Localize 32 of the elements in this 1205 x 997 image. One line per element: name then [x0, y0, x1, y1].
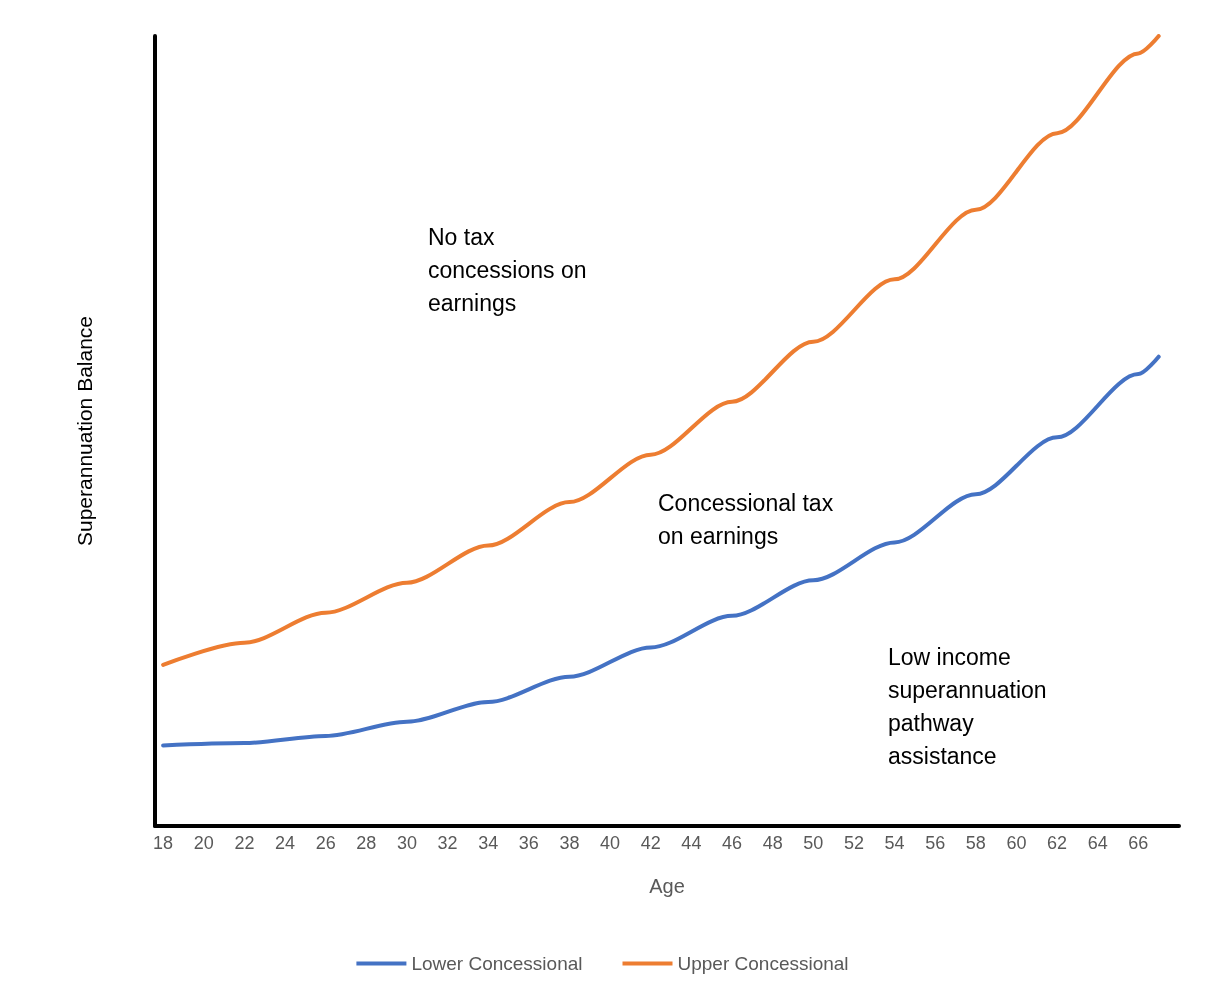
- x-tick-label: 24: [275, 833, 296, 853]
- x-tick-label: 48: [762, 833, 783, 853]
- x-tick-label: 60: [1006, 833, 1027, 853]
- x-tick-label: 20: [193, 833, 214, 853]
- x-tick-label: 42: [640, 833, 661, 853]
- x-tick-label: 40: [600, 833, 621, 853]
- x-tick-label: 30: [396, 833, 417, 853]
- x-tick-label: 36: [518, 833, 539, 853]
- x-tick-label: 64: [1087, 833, 1108, 853]
- y-axis-title: Superannuation Balance: [73, 315, 96, 547]
- x-tick-label: 54: [884, 833, 905, 853]
- x-tick-label: 50: [803, 833, 824, 853]
- x-tick-label: 38: [559, 833, 580, 853]
- x-tick-label: 28: [356, 833, 377, 853]
- x-tick-label: 52: [843, 833, 864, 853]
- x-tick-label: 26: [315, 833, 336, 853]
- x-tick-label: 32: [437, 833, 458, 853]
- x-tick-label: 56: [925, 833, 946, 853]
- x-tick-label: 44: [681, 833, 702, 853]
- x-tick-label: 58: [965, 833, 986, 853]
- legend-label: Upper Concessional: [677, 953, 849, 974]
- x-tick-label: 62: [1047, 833, 1068, 853]
- legend-label: Lower Concessional: [411, 953, 583, 974]
- x-axis-title: Age: [649, 875, 685, 897]
- annotation: Concessional tax on earnings: [658, 489, 834, 549]
- annotation: No tax concessions on earnings: [428, 223, 587, 316]
- annotation: Low income superannuation pathway assistance: [888, 643, 1047, 769]
- x-tick-label: 22: [234, 833, 255, 853]
- x-tick-label: 66: [1128, 833, 1149, 853]
- x-tick-label: 46: [722, 833, 743, 853]
- x-tick-label: 34: [478, 833, 499, 853]
- x-tick-label: 18: [153, 833, 174, 853]
